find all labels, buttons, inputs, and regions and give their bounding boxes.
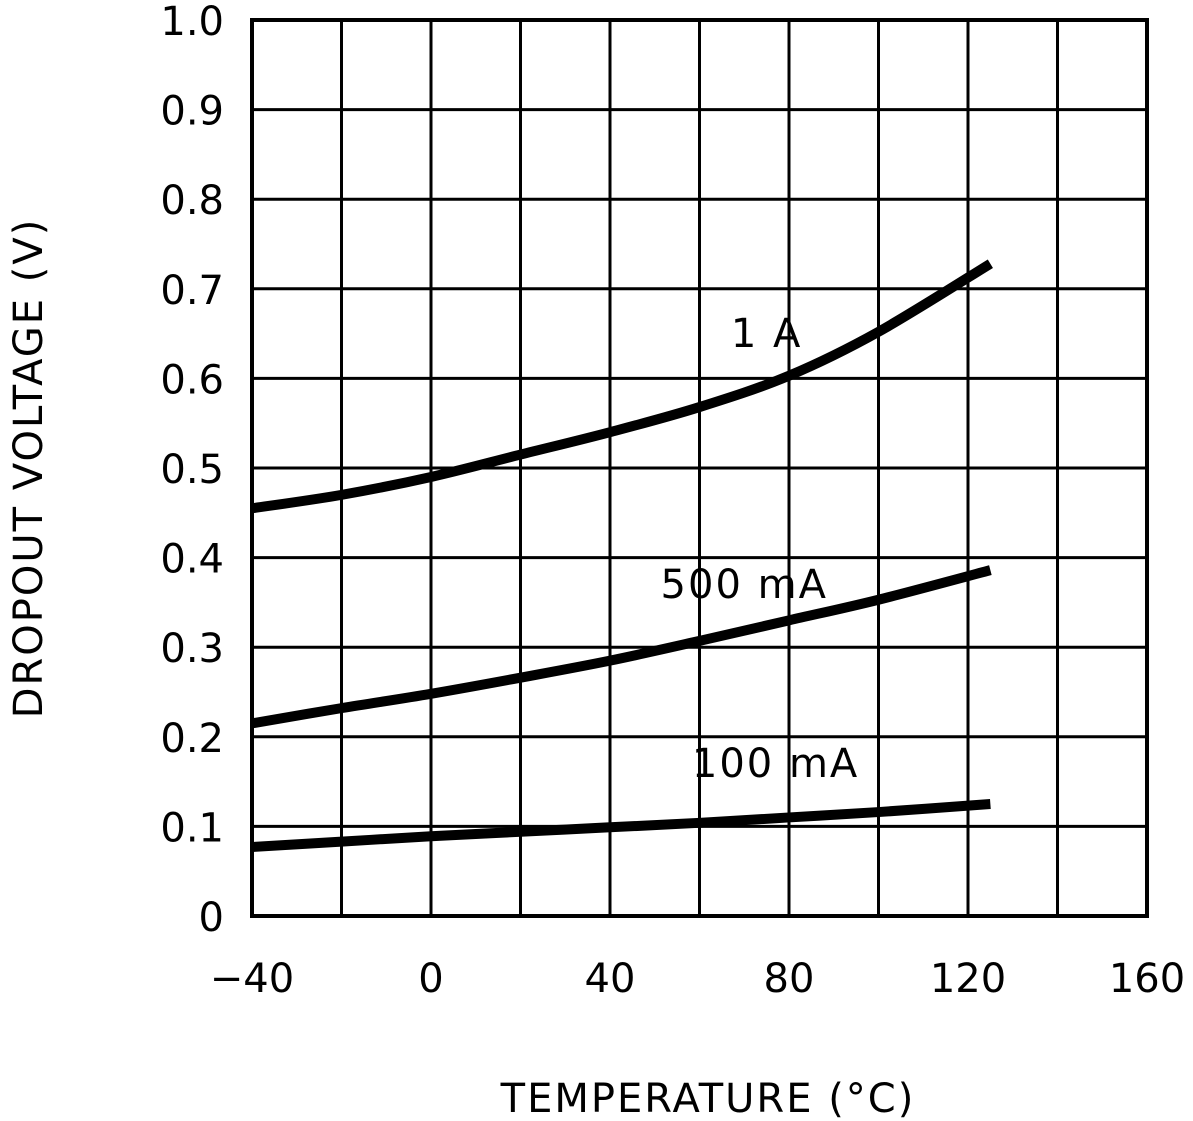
series-line-100-ma	[251, 799, 991, 852]
y-tick-label: 1.0	[160, 0, 224, 45]
y-tick-label: 0.3	[160, 626, 224, 672]
x-tick-label: 160	[1109, 956, 1185, 1002]
series-line-1-a	[251, 259, 993, 514]
x-tick-label: 120	[930, 956, 1006, 1002]
y-tick-label: 0.2	[160, 716, 224, 762]
series-label-1-a: 1 A	[731, 311, 803, 357]
series-line-500-ma	[251, 565, 992, 729]
y-axis-title: DROPOUT VOLTAGE (V)	[6, 218, 52, 719]
y-tick-label: 0.4	[160, 537, 224, 583]
x-axis-title: TEMPERATURE (°C)	[500, 1076, 916, 1121]
y-tick-label: 0.9	[160, 89, 224, 135]
series-curves	[251, 259, 993, 852]
series-label-500-ma: 500 mA	[661, 562, 828, 608]
y-tick-labels: 0 0.1 0.2 0.3 0.4 0.5 0.6 0.7 0.8 0.9 1.0	[160, 0, 224, 941]
grid-lines	[252, 20, 1147, 916]
series-label-100-ma: 100 mA	[692, 741, 859, 787]
plot-frame	[250, 18, 1149, 918]
y-tick-label: 0.7	[160, 268, 224, 314]
x-tick-labels: −40 0 40 80 120 160	[210, 956, 1185, 1002]
x-tick-label: 80	[764, 956, 815, 1002]
x-tick-label: −40	[210, 956, 294, 1002]
x-tick-label: 40	[585, 956, 636, 1002]
y-tick-label: 0.8	[160, 178, 224, 224]
y-tick-label: 0	[199, 895, 224, 941]
y-tick-label: 0.6	[160, 357, 224, 403]
series-labels: 1 A 500 mA 100 mA	[661, 311, 859, 787]
x-tick-label: 0	[418, 956, 443, 1002]
y-tick-label: 0.5	[160, 447, 224, 493]
y-tick-label: 0.1	[160, 805, 224, 851]
